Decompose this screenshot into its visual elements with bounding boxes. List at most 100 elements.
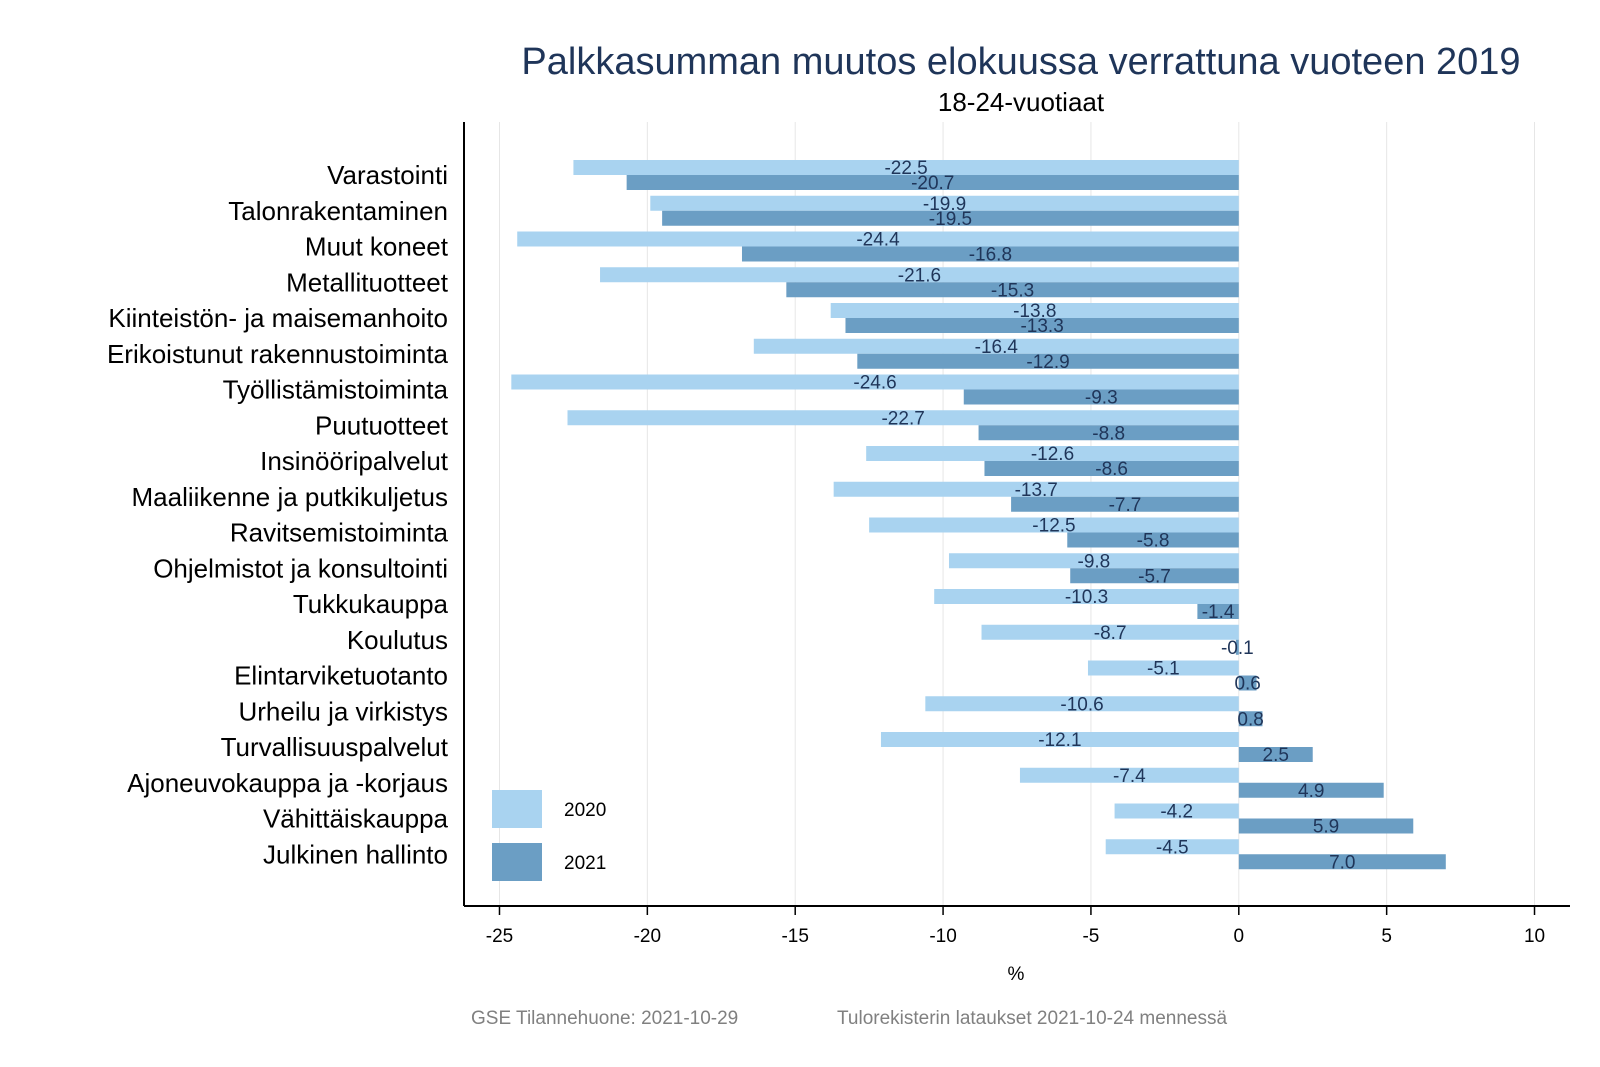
bar-2021 (984, 461, 1239, 476)
x-tick-label: -10 (929, 926, 956, 947)
data-label-2020: -24.4 (856, 230, 900, 251)
data-label-2020: -8.7 (1094, 623, 1127, 644)
category-label: Urheilu ja virkistys (239, 696, 449, 726)
category-label: Talonrakentaminen (228, 196, 448, 226)
data-label-2021: -0.1 (1221, 638, 1254, 659)
category-label: Ajoneuvokauppa ja -korjaus (127, 768, 448, 798)
data-label-2021: -20.7 (911, 173, 954, 194)
bar-2021 (978, 425, 1239, 441)
bar-2021 (1235, 639, 1239, 655)
category-labels: Varastointi Talonrakentaminen Muut koneet M… (107, 160, 449, 869)
category-label: Kiinteistön- ja maisemanhoito (108, 303, 448, 333)
category-label: Ohjelmistot ja konsultointi (153, 553, 448, 583)
data-label-2020: -4.2 (1160, 802, 1193, 823)
axes (463, 122, 1570, 915)
legend-label-2021: 2021 (564, 853, 606, 874)
bar-2020 (880, 732, 1239, 747)
data-label-2020: -9.8 (1078, 551, 1111, 572)
bar-2021 (845, 318, 1239, 333)
bar-2020 (981, 624, 1239, 640)
category-label: Ravitsemistoiminta (230, 518, 449, 548)
bar-2021 (662, 210, 1239, 226)
x-tick-label: 10 (1524, 926, 1545, 947)
data-label-2021: -15.3 (991, 280, 1034, 301)
data-label-2021: 0.6 (1234, 674, 1260, 695)
category-label: Maaliikenne ja putkikuljetus (131, 482, 448, 512)
data-label-2020: -22.5 (884, 158, 927, 179)
x-tick-labels: -25 -20 -15 -10 -5 0 5 10 (486, 926, 1545, 947)
category-label: Puutuotteet (315, 410, 449, 440)
legend-label-2020: 2020 (564, 800, 606, 821)
data-label-2020: -22.7 (881, 408, 924, 429)
chart-title: Palkkasumman muutos elokuussa verrattuna… (521, 41, 1520, 83)
legend: 2020 2021 (492, 790, 606, 881)
bar-2021 (1067, 532, 1239, 548)
bar-2020 (650, 195, 1239, 211)
data-label-2020: -13.7 (1015, 480, 1058, 501)
bar-2021 (1238, 854, 1446, 870)
bar-2021 (1238, 747, 1313, 762)
bar-2020 (753, 338, 1239, 354)
data-label-2021: -8.6 (1095, 459, 1128, 480)
category-label: Tukkukauppa (293, 589, 449, 619)
bar-2020 (1087, 660, 1239, 676)
data-label-2021: -7.7 (1109, 495, 1142, 516)
data-label-2020: -13.8 (1013, 301, 1056, 322)
bar-2021 (741, 246, 1239, 262)
bar-2020 (1105, 839, 1239, 855)
category-label: Varastointi (327, 160, 448, 190)
data-label-2020: -12.6 (1031, 444, 1074, 465)
bar-2020 (833, 481, 1239, 497)
bar-2020 (948, 553, 1239, 569)
bar-2021 (786, 282, 1239, 298)
x-tick-label: -5 (1082, 926, 1099, 947)
bar-2021 (1011, 496, 1239, 512)
data-label-2021: 0.8 (1237, 709, 1263, 730)
category-label: Julkinen hallinto (263, 839, 448, 869)
x-axis-label: % (1008, 964, 1025, 985)
x-tick-label: -25 (486, 926, 513, 947)
bar-2020 (573, 160, 1239, 175)
data-label-2020: -7.4 (1113, 766, 1146, 787)
x-tick-label: 0 (1234, 926, 1245, 947)
category-label: Elintarviketuotanto (234, 661, 448, 691)
bar-2021 (963, 389, 1239, 405)
data-label-2020: -10.6 (1060, 694, 1103, 715)
footer-data-note: Tulorekisterin lataukset 2021-10-24 menn… (837, 1008, 1227, 1029)
legend-swatch-2021 (492, 843, 542, 881)
category-label: Työllistämistoiminta (223, 375, 449, 405)
bar-2021 (1238, 782, 1384, 798)
category-label: Muut koneet (305, 232, 449, 262)
category-label: Koulutus (347, 625, 448, 655)
bars (511, 160, 1446, 870)
data-label-2021: -5.7 (1138, 566, 1171, 587)
bar-2020 (925, 696, 1239, 712)
data-label-2020: -10.3 (1065, 587, 1108, 608)
category-label: Erikoistunut rakennustoiminta (107, 339, 449, 369)
data-label-2021: 4.9 (1298, 781, 1324, 802)
data-labels: -22.5-20.7-19.9-19.5 -24.4 -16.8 -21.6 -15.3… (853, 158, 1355, 873)
data-label-2021: 7.0 (1329, 852, 1355, 873)
bar-2021 (1070, 568, 1239, 584)
data-label-2020: -24.6 (853, 373, 896, 394)
data-label-2021: -13.3 (1020, 316, 1063, 337)
data-label-2020: -21.6 (898, 265, 941, 286)
bar-2020 (1019, 767, 1239, 783)
bar-2020 (511, 374, 1239, 390)
data-label-2021: -12.9 (1026, 352, 1069, 373)
data-label-2021: -19.5 (929, 209, 972, 230)
data-label-2020: -12.1 (1038, 730, 1081, 751)
category-label: Turvallisuuspalvelut (221, 732, 449, 762)
bar-2020 (517, 231, 1239, 247)
bar-2021 (1238, 711, 1263, 727)
data-label-2020: -4.5 (1156, 837, 1189, 858)
bar-2020 (830, 303, 1239, 318)
bar-2020 (869, 517, 1239, 533)
bar-2020 (567, 410, 1239, 426)
bar-2021 (626, 175, 1239, 190)
data-label-2020: -19.9 (923, 194, 966, 215)
data-label-2021: -8.8 (1092, 423, 1125, 444)
chart-subtitle: 18-24-vuotiaat (938, 87, 1105, 117)
bar-2021 (1238, 818, 1414, 834)
